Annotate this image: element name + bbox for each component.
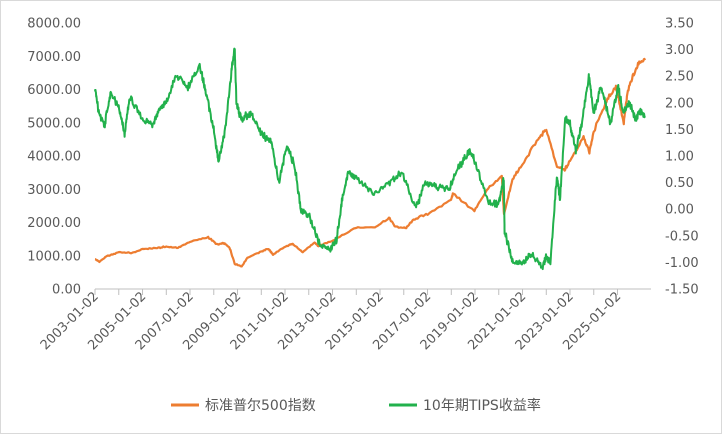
y-axis-right: -1.50 -1.00 -0.50 0.00 0.50 1.00 1.50 2.00 2.50 3…	[665, 17, 699, 298]
y-left-tick-label: 3000.00	[27, 183, 81, 198]
y-left-tick-label: 8000.00	[27, 17, 81, 32]
y-left-tick-label: 7000.00	[27, 50, 81, 65]
x-axis: 2003-01-022005-01-022007-01-022009-01-02…	[38, 288, 651, 353]
y-right-tick-label: -1.00	[665, 256, 699, 271]
legend: 标准普尔500指数 10年期TIPS收益率	[171, 397, 541, 414]
y-axis-left: 0.00 1000.00 2000.00 3000.00 4000.00 5000.00 6…	[27, 17, 81, 298]
y-left-tick-label: 4000.00	[27, 150, 81, 165]
y-left-tick-label: 1000.00	[27, 249, 81, 264]
y-left-tick-label: 6000.00	[27, 83, 81, 98]
y-left-tick-label: 2000.00	[27, 216, 81, 231]
y-right-tick-label: 2.50	[665, 70, 694, 85]
y-right-tick-label: -1.50	[665, 283, 699, 298]
y-right-tick-label: 0.00	[665, 203, 694, 218]
y-right-tick-label: 3.00	[665, 43, 694, 58]
y-right-tick-label: 3.50	[665, 17, 694, 32]
y-right-tick-label: 1.50	[665, 123, 694, 138]
legend-item-sp500-label: 标准普尔500指数	[205, 398, 316, 414]
y-right-tick-label: -0.50	[665, 229, 699, 244]
y-right-tick-label: 0.50	[665, 176, 694, 191]
y-left-tick-label: 0.00	[52, 283, 81, 298]
series-line-sp500	[94, 57, 646, 268]
y-right-tick-label: 1.00	[665, 150, 694, 165]
series-line-tips-yield	[94, 47, 646, 271]
y-right-tick-label: 2.00	[665, 96, 694, 111]
y-left-tick-label: 5000.00	[27, 116, 81, 131]
legend-item-tips-yield-label: 10年期TIPS收益率	[423, 397, 541, 414]
series-group	[94, 47, 646, 271]
